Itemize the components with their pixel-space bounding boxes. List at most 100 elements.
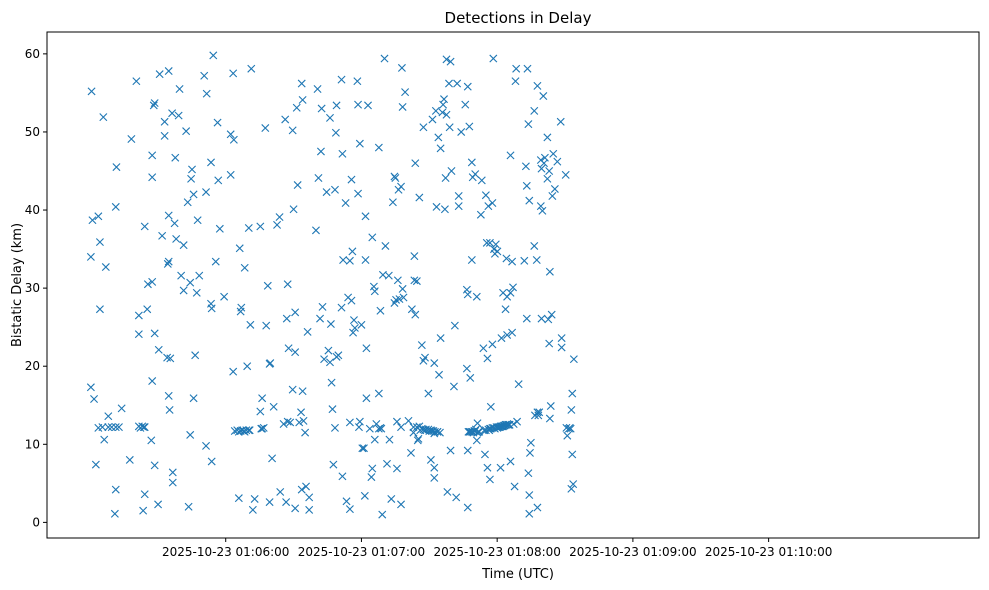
data-point	[220, 292, 229, 301]
data-point	[148, 277, 157, 286]
data-point	[461, 100, 470, 109]
data-point	[503, 330, 512, 339]
data-point	[268, 454, 277, 463]
data-point	[291, 504, 300, 513]
data-point	[476, 210, 485, 219]
data-point	[207, 158, 215, 167]
data-point	[391, 174, 400, 183]
data-point	[147, 436, 156, 445]
x-tick-label: 2025-10-23 01:07:00	[298, 545, 425, 559]
data-point	[473, 419, 482, 428]
data-point	[453, 79, 462, 88]
data-point	[550, 184, 559, 193]
y-axis: 0 10 20 30 40 50 60	[25, 47, 47, 529]
data-point	[186, 430, 195, 439]
data-point	[342, 497, 351, 506]
data-point	[288, 126, 297, 135]
data-point	[349, 316, 358, 325]
data-point	[512, 64, 521, 73]
x-tick-label: 2025-10-23 01:10:00	[705, 545, 832, 559]
data-point	[229, 135, 238, 144]
data-point	[283, 280, 292, 289]
data-point	[424, 389, 433, 398]
data-point	[421, 353, 429, 362]
data-point	[432, 202, 441, 211]
data-point	[354, 100, 363, 109]
data-point	[484, 202, 493, 211]
data-point	[374, 389, 383, 398]
data-point	[247, 64, 256, 73]
data-point	[341, 199, 350, 207]
data-point	[544, 315, 553, 324]
data-point	[154, 345, 163, 354]
data-point	[563, 431, 572, 440]
data-point	[273, 220, 282, 229]
data-point	[413, 436, 422, 445]
data-point	[86, 252, 95, 261]
data-point	[440, 95, 448, 104]
data-point	[553, 157, 562, 166]
data-point	[244, 224, 253, 232]
data-point	[368, 464, 377, 473]
data-point	[566, 424, 575, 433]
data-point	[485, 475, 494, 484]
data-point	[511, 77, 520, 86]
data-point	[88, 216, 97, 225]
data-point	[189, 394, 198, 403]
data-point	[326, 358, 334, 367]
data-point	[489, 54, 498, 63]
data-point	[454, 191, 463, 200]
data-point	[435, 428, 444, 437]
data-point	[359, 444, 368, 453]
data-point	[467, 256, 476, 265]
data-point	[86, 383, 95, 392]
data-point	[543, 174, 552, 183]
data-point	[567, 405, 576, 414]
data-point	[164, 257, 173, 266]
data-point	[397, 182, 406, 191]
data-point	[362, 344, 371, 353]
y-tick-label: 40	[25, 203, 40, 217]
data-point	[475, 427, 484, 436]
data-point	[430, 473, 439, 482]
data-point	[441, 174, 450, 183]
data-point	[537, 164, 546, 173]
data-point	[209, 51, 218, 60]
data-point	[399, 293, 408, 302]
data-point	[412, 277, 421, 286]
data-point	[297, 485, 306, 494]
data-point	[569, 355, 578, 364]
data-point	[182, 127, 191, 136]
data-point	[235, 244, 244, 253]
data-point	[353, 77, 362, 86]
data-point	[452, 493, 461, 502]
x-axis-label: Time (UTC)	[481, 567, 554, 582]
data-point	[374, 143, 383, 152]
data-point	[172, 234, 181, 243]
data-point	[358, 444, 367, 453]
data-point	[177, 271, 186, 280]
data-point	[354, 189, 363, 198]
data-point	[530, 106, 539, 115]
data-point	[202, 89, 211, 98]
data-point	[355, 139, 364, 148]
data-point	[446, 57, 455, 66]
data-point	[525, 491, 534, 500]
data-point	[202, 188, 211, 197]
data-point	[393, 276, 402, 285]
data-point	[445, 123, 454, 132]
data-point	[338, 149, 347, 158]
data-point	[436, 334, 445, 343]
data-point	[98, 423, 107, 432]
data-point	[276, 487, 285, 496]
data-point	[245, 426, 254, 435]
data-point	[320, 355, 329, 364]
data-point	[163, 353, 172, 362]
data-point	[322, 188, 331, 197]
data-point	[299, 416, 308, 425]
data-point	[557, 334, 566, 343]
data-point	[132, 77, 141, 86]
data-point	[536, 202, 545, 211]
data-point	[480, 450, 489, 459]
data-point	[143, 305, 152, 314]
